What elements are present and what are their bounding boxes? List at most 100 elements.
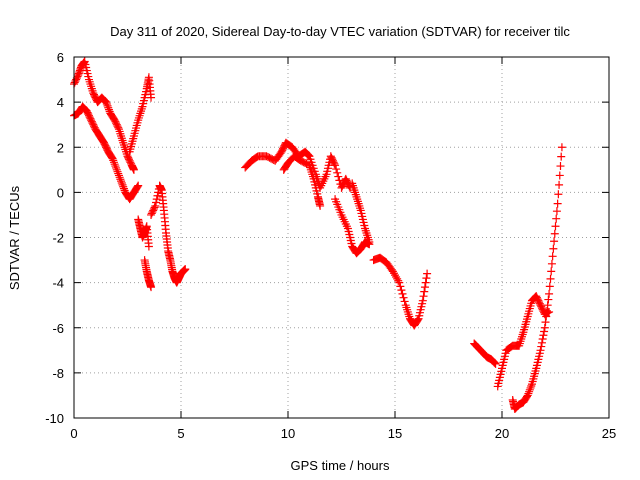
data-point <box>423 269 432 278</box>
data-point <box>490 359 499 368</box>
series-arc-8 <box>331 195 374 258</box>
data-point <box>112 165 121 174</box>
x-tick-label: 5 <box>177 426 184 441</box>
data-point <box>555 171 564 180</box>
series-arc-13 <box>508 143 566 413</box>
axis-ticks: 0 5 10 15 20 25 -10 -8 -6 -4 -2 0 2 4 6 <box>45 50 616 441</box>
data-point <box>144 242 153 251</box>
data-point <box>334 172 343 181</box>
data-point <box>114 169 123 178</box>
x-axis-label: GPS time / hours <box>291 458 390 473</box>
data-point <box>112 163 121 172</box>
data-point <box>420 283 429 292</box>
data-point <box>537 342 546 351</box>
data-point <box>547 267 556 276</box>
data-point <box>545 289 554 298</box>
data-point <box>134 181 143 190</box>
data-point <box>420 287 429 296</box>
data-point <box>330 159 339 168</box>
x-tick-label: 15 <box>388 426 402 441</box>
y-tick-label: 2 <box>57 140 64 155</box>
data-point <box>118 180 127 189</box>
series-arc-9 <box>348 179 374 247</box>
data-point <box>526 383 535 392</box>
data-point <box>108 154 117 163</box>
series-arc-3 <box>134 215 153 251</box>
y-tick-label: -2 <box>52 231 64 246</box>
y-tick-label: -8 <box>52 366 64 381</box>
y-tick-label: -6 <box>52 321 64 336</box>
data-point <box>117 177 126 186</box>
data-point <box>303 150 312 159</box>
data-point <box>116 175 125 184</box>
data-point <box>104 103 113 112</box>
x-tick-label: 0 <box>70 426 77 441</box>
data-point <box>365 238 374 247</box>
data-point <box>152 195 161 204</box>
data-point <box>551 222 560 231</box>
series-arc-1-lower <box>70 102 143 204</box>
data-point <box>110 160 119 169</box>
data-point <box>413 315 422 324</box>
data-point <box>550 229 559 238</box>
data-point <box>546 274 555 283</box>
data-point <box>333 168 342 177</box>
chart-title: Day 311 of 2020, Sidereal Day-to-day VTE… <box>110 24 570 39</box>
series-arc-10 <box>369 253 432 330</box>
data-point <box>419 292 428 301</box>
series-arc-1-upper <box>70 57 138 174</box>
data-point <box>557 152 566 161</box>
data-point <box>109 158 118 167</box>
data-point <box>536 346 545 355</box>
data-point <box>114 171 123 180</box>
data-point <box>397 286 406 295</box>
data-point <box>104 105 113 114</box>
data-point <box>554 190 563 199</box>
y-tick-label: -4 <box>52 276 64 291</box>
data-point <box>538 335 547 344</box>
data-point <box>396 282 405 291</box>
data-point <box>152 198 161 207</box>
data-point <box>491 359 500 368</box>
data-point <box>181 265 190 274</box>
series-arc-11 <box>470 339 500 368</box>
data-point <box>537 338 546 347</box>
data-point <box>102 98 111 107</box>
data-point <box>332 165 341 174</box>
data-point <box>331 161 340 170</box>
x-tick-label: 20 <box>495 426 509 441</box>
grid-lines <box>74 57 609 418</box>
data-point <box>147 93 156 102</box>
data-point <box>115 173 124 182</box>
data-point <box>552 207 561 216</box>
data-point <box>549 244 558 253</box>
data-point <box>552 214 561 223</box>
data-point <box>544 295 553 304</box>
y-tick-label: -10 <box>45 411 64 426</box>
data-point <box>129 165 138 174</box>
data-point <box>119 182 128 191</box>
data-point <box>557 143 566 152</box>
data-point <box>490 358 499 367</box>
data-point <box>114 123 123 132</box>
data-point <box>117 178 126 187</box>
data-point <box>550 237 559 246</box>
y-tick-label: 0 <box>57 185 64 200</box>
data-point <box>421 278 430 287</box>
data-point <box>151 201 160 210</box>
y-tick-label: 4 <box>57 95 64 110</box>
data-point <box>119 184 128 193</box>
data-point <box>103 101 112 110</box>
data-point <box>418 296 427 305</box>
data-point <box>399 293 408 302</box>
data-point <box>543 301 552 310</box>
data-point <box>525 385 534 394</box>
data-point <box>102 100 111 109</box>
data-point <box>304 151 313 160</box>
data-point <box>525 387 534 396</box>
data-point <box>539 331 548 340</box>
data-point <box>524 389 533 398</box>
data-point <box>542 312 551 321</box>
